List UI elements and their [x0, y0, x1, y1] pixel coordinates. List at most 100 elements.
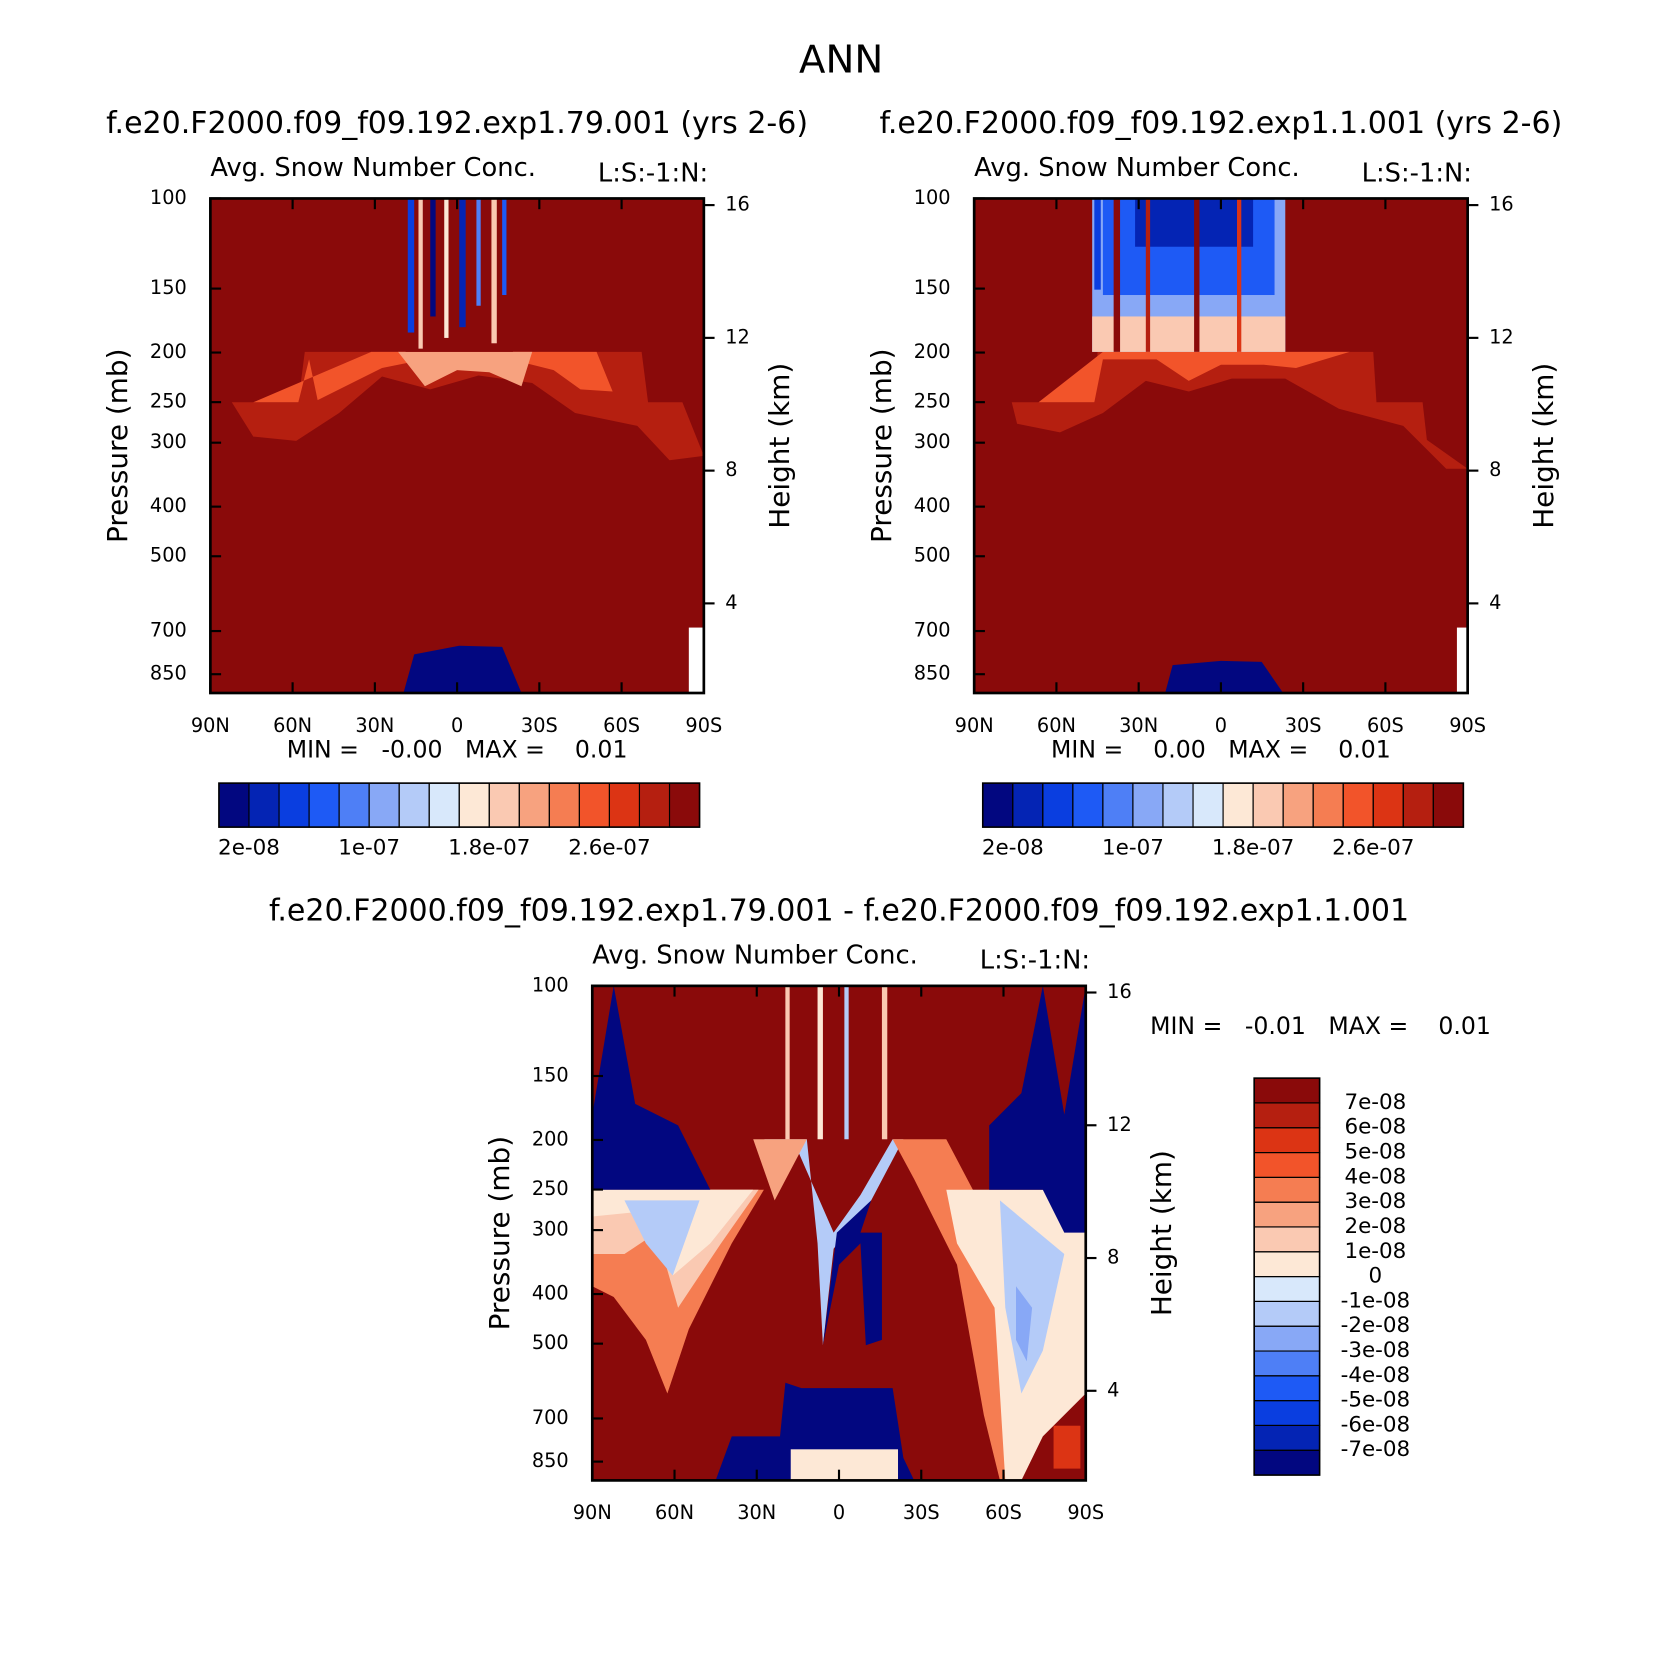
x-tick-label: 60N [655, 1501, 694, 1524]
y-tick-label: 500 [532, 1331, 569, 1354]
y2-tick-label: 8 [1107, 1246, 1119, 1269]
colorbar-box [1132, 782, 1164, 828]
x-tick-label: 60N [1037, 714, 1076, 737]
colorbar-label: 2e-08 [218, 836, 280, 861]
colorbar-box [548, 782, 580, 828]
colorbar-label: 1.8e-07 [448, 836, 530, 861]
colorbar-box [338, 782, 370, 828]
colorbar-box [1253, 1325, 1321, 1352]
colorbar-box [608, 782, 641, 828]
colorbar-box [1253, 1201, 1321, 1228]
y-tick-label: 100 [150, 186, 187, 209]
y-tick-label: 150 [914, 276, 951, 299]
min-max-stats: MIN = -0.01 MAX = 0.01 [1150, 1012, 1491, 1040]
y-tick-label: 500 [914, 544, 951, 567]
colorbar-box [1102, 782, 1134, 828]
colorbar-label: 1e-07 [338, 836, 400, 861]
colorbar-box [1253, 1449, 1321, 1476]
contour-field [210, 198, 704, 694]
x-tick-label: 60S [985, 1501, 1022, 1524]
y2-tick-label: 12 [1489, 325, 1514, 348]
y-tick-label: 250 [914, 390, 951, 413]
colorbar-box [428, 782, 460, 828]
colorbar-box [218, 782, 250, 828]
y-tick-label: 100 [532, 973, 569, 996]
colorbar-label: -5e-08 [1341, 1388, 1411, 1413]
colorbar-box [1253, 1226, 1321, 1253]
y-tick-label: 100 [914, 186, 951, 209]
y2-tick-label: 16 [725, 193, 750, 216]
colorbar-box [1282, 782, 1314, 828]
y-tick-label: 250 [532, 1177, 569, 1200]
x-tick-label: 90N [955, 714, 994, 737]
colorbar-label: -2e-08 [1341, 1313, 1411, 1338]
colorbar-box [1253, 1176, 1321, 1203]
colorbar-box [1342, 782, 1374, 828]
colorbar-label: 1e-07 [1102, 836, 1164, 861]
colorbar-box [578, 782, 610, 828]
x-tick-label: 0 [833, 1501, 845, 1524]
x-tick-label: 60S [1367, 714, 1404, 737]
figure-title: ANN [799, 38, 883, 83]
y-tick-label: 300 [150, 430, 187, 453]
y-axis-label: Pressure (mb) [483, 1136, 516, 1330]
colorbar-box [1312, 782, 1344, 828]
y-tick-label: 250 [150, 390, 187, 413]
colorbar-frame [1253, 1077, 1321, 1476]
colorbar-box [518, 782, 550, 828]
colorbar-label: 0 [1369, 1264, 1383, 1289]
colorbar-box [1222, 782, 1254, 828]
y-tick-label: 400 [532, 1282, 569, 1305]
colorbar-box [458, 782, 490, 828]
y-tick-label: 150 [532, 1064, 569, 1087]
y-tick-label: 150 [150, 276, 187, 299]
colorbar-box [1253, 1276, 1321, 1302]
colorbar-box [1253, 1300, 1321, 1327]
panel-title: f.e20.F2000.f09_f09.192.exp1.1.001 (yrs … [880, 106, 1563, 141]
x-tick-label: 90S [1449, 714, 1486, 737]
y-tick-label: 200 [914, 340, 951, 363]
x-tick-label: 0 [451, 714, 463, 737]
panel-title: f.e20.F2000.f09_f09.192.exp1.79.001 (yrs… [106, 106, 808, 141]
colorbar-label: 7e-08 [1344, 1090, 1406, 1115]
x-tick-label: 60S [603, 714, 640, 737]
y2-tick-label: 8 [725, 458, 737, 481]
y-tick-label: 850 [914, 662, 951, 685]
colorbar-box [278, 782, 310, 828]
x-tick-label: 60N [273, 714, 312, 737]
colorbar-box [982, 782, 1014, 828]
colorbar-label: -6e-08 [1341, 1412, 1411, 1437]
colorbar-box [1012, 782, 1044, 828]
x-tick-label: 30N [355, 714, 394, 737]
colorbar-label: -7e-08 [1341, 1437, 1411, 1462]
y2-tick-label: 16 [1489, 193, 1514, 216]
y-tick-label: 200 [532, 1127, 569, 1150]
colorbar-box [1253, 1424, 1321, 1451]
x-tick-label: 30N [737, 1501, 776, 1524]
colorbar-label: 5e-08 [1344, 1140, 1406, 1165]
colorbar-frame [218, 782, 701, 828]
colorbar-label: -1e-08 [1341, 1288, 1411, 1313]
colorbar-box [1253, 1400, 1321, 1426]
colorbar-box [1372, 782, 1404, 828]
y-tick-label: 700 [914, 619, 951, 642]
colorbar-label: 2.6e-07 [1332, 836, 1414, 861]
colorbar-label: -3e-08 [1341, 1338, 1411, 1363]
panel-annotation: L:S:-1:N: [980, 946, 1090, 976]
colorbar-label: 2.6e-07 [568, 836, 650, 861]
y-axis-label: Pressure (mb) [101, 348, 134, 542]
colorbar-label: 1e-08 [1344, 1239, 1406, 1264]
y-tick-label: 700 [150, 619, 187, 642]
y2-tick-label: 8 [1489, 458, 1501, 481]
x-tick-label: 30S [1285, 714, 1322, 737]
x-tick-label: 90S [685, 714, 722, 737]
colorbar-label: 2e-08 [1344, 1214, 1406, 1239]
colorbar-box [308, 782, 340, 828]
y2-tick-label: 4 [725, 591, 737, 614]
panel-subtitle: Avg. Snow Number Conc. [974, 153, 1300, 183]
colorbar-box [1253, 1375, 1321, 1402]
y-tick-label: 200 [150, 340, 187, 363]
x-tick-label: 90S [1067, 1501, 1104, 1524]
